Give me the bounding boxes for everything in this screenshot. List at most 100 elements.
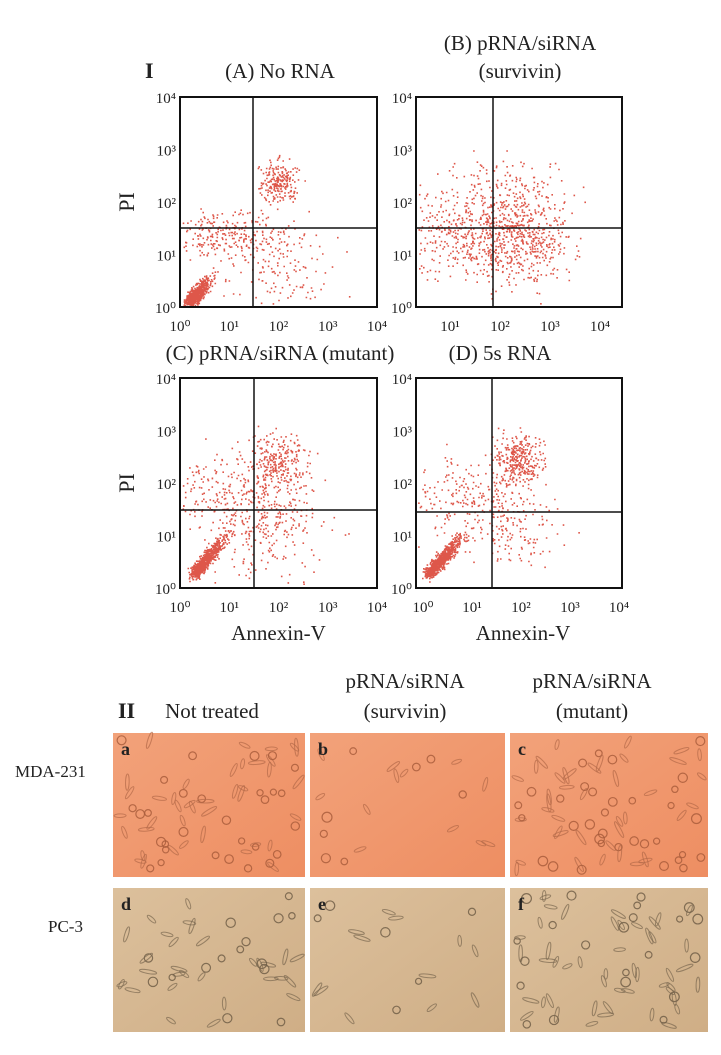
cell bbox=[188, 800, 196, 814]
cell bbox=[639, 839, 650, 849]
column-header: pRNA/siRNA bbox=[345, 669, 465, 693]
cell bbox=[669, 757, 687, 765]
x-tick-label: 10¹ bbox=[220, 600, 240, 616]
cell bbox=[446, 825, 460, 833]
cell bbox=[166, 1016, 176, 1025]
cell bbox=[686, 904, 693, 917]
cell bbox=[393, 768, 400, 783]
cell bbox=[451, 758, 462, 765]
cell bbox=[249, 750, 260, 761]
cell bbox=[182, 778, 190, 790]
cell bbox=[686, 802, 699, 810]
cell bbox=[568, 820, 579, 831]
cell bbox=[533, 759, 539, 774]
cell bbox=[673, 747, 690, 755]
cell bbox=[580, 782, 590, 792]
cell bbox=[170, 965, 188, 973]
cell bbox=[554, 739, 560, 751]
cell bbox=[289, 742, 300, 752]
y-tick-label: 10⁰ bbox=[391, 582, 412, 598]
y-tick-label: 10¹ bbox=[393, 530, 413, 546]
cell bbox=[600, 975, 607, 988]
cell bbox=[211, 851, 220, 860]
cell bbox=[197, 794, 207, 804]
cell bbox=[522, 997, 540, 1004]
cell bbox=[539, 894, 552, 901]
y-tick-label: 10⁰ bbox=[155, 582, 176, 598]
cell bbox=[696, 853, 706, 862]
cell bbox=[562, 767, 570, 785]
cell bbox=[221, 815, 232, 825]
cell bbox=[631, 922, 643, 930]
cell bbox=[140, 853, 147, 869]
cell bbox=[695, 976, 701, 993]
cell bbox=[692, 913, 704, 925]
cell bbox=[289, 813, 302, 821]
cell bbox=[629, 861, 645, 867]
cell bbox=[128, 804, 137, 813]
cell bbox=[676, 809, 687, 821]
cell bbox=[467, 907, 477, 916]
cell bbox=[667, 801, 675, 810]
cell bbox=[118, 978, 125, 990]
cell bbox=[522, 1020, 532, 1029]
cell bbox=[615, 815, 624, 827]
cell bbox=[543, 904, 558, 910]
cell bbox=[674, 856, 683, 865]
cell bbox=[380, 927, 391, 938]
cell bbox=[124, 786, 135, 800]
cell bbox=[556, 794, 565, 803]
cell bbox=[671, 785, 679, 794]
cell bbox=[313, 914, 322, 923]
cell bbox=[553, 1006, 560, 1023]
cell bbox=[201, 962, 212, 973]
cell bbox=[659, 1015, 668, 1024]
cell bbox=[183, 799, 196, 809]
cell bbox=[256, 958, 268, 970]
cell bbox=[677, 772, 688, 783]
x-axis-label: Annexin-V bbox=[231, 621, 325, 645]
cell bbox=[237, 837, 246, 845]
y-axis-label: PI bbox=[114, 192, 139, 212]
cell bbox=[546, 793, 552, 813]
cell bbox=[676, 915, 684, 923]
panel-letter: b bbox=[318, 739, 328, 759]
cell bbox=[520, 956, 530, 966]
scatter-cloud bbox=[182, 425, 350, 585]
cell bbox=[551, 814, 566, 822]
cell bbox=[597, 839, 606, 848]
cell bbox=[426, 1003, 437, 1013]
cell bbox=[587, 762, 602, 774]
cell bbox=[674, 1003, 681, 1015]
cell bbox=[696, 772, 707, 781]
cell bbox=[518, 814, 526, 822]
cell bbox=[241, 937, 251, 947]
cell bbox=[290, 763, 300, 772]
cell bbox=[633, 901, 642, 910]
cell bbox=[458, 790, 467, 799]
cell bbox=[562, 963, 573, 970]
cell bbox=[552, 830, 569, 837]
cell bbox=[185, 898, 192, 910]
cell bbox=[248, 957, 258, 967]
cell bbox=[684, 938, 689, 953]
cell bbox=[317, 748, 325, 762]
cell bbox=[392, 1005, 401, 1015]
x-tick-label: 10¹ bbox=[220, 319, 240, 335]
cell bbox=[399, 768, 409, 778]
micrograph bbox=[310, 733, 505, 877]
cell bbox=[537, 855, 549, 867]
x-tick-label: 10⁰ bbox=[412, 600, 433, 616]
cell bbox=[683, 902, 695, 914]
cell bbox=[319, 829, 328, 838]
cell bbox=[520, 1010, 534, 1021]
cell bbox=[311, 982, 323, 997]
cell bbox=[658, 982, 670, 988]
x-tick-label: 10¹ bbox=[440, 319, 460, 335]
x-tick-label: 10⁰ bbox=[169, 319, 190, 335]
cell bbox=[224, 854, 234, 865]
y-tick-label: 10⁴ bbox=[392, 372, 412, 388]
cell bbox=[197, 972, 206, 982]
cell bbox=[179, 814, 186, 827]
cell bbox=[238, 741, 251, 749]
